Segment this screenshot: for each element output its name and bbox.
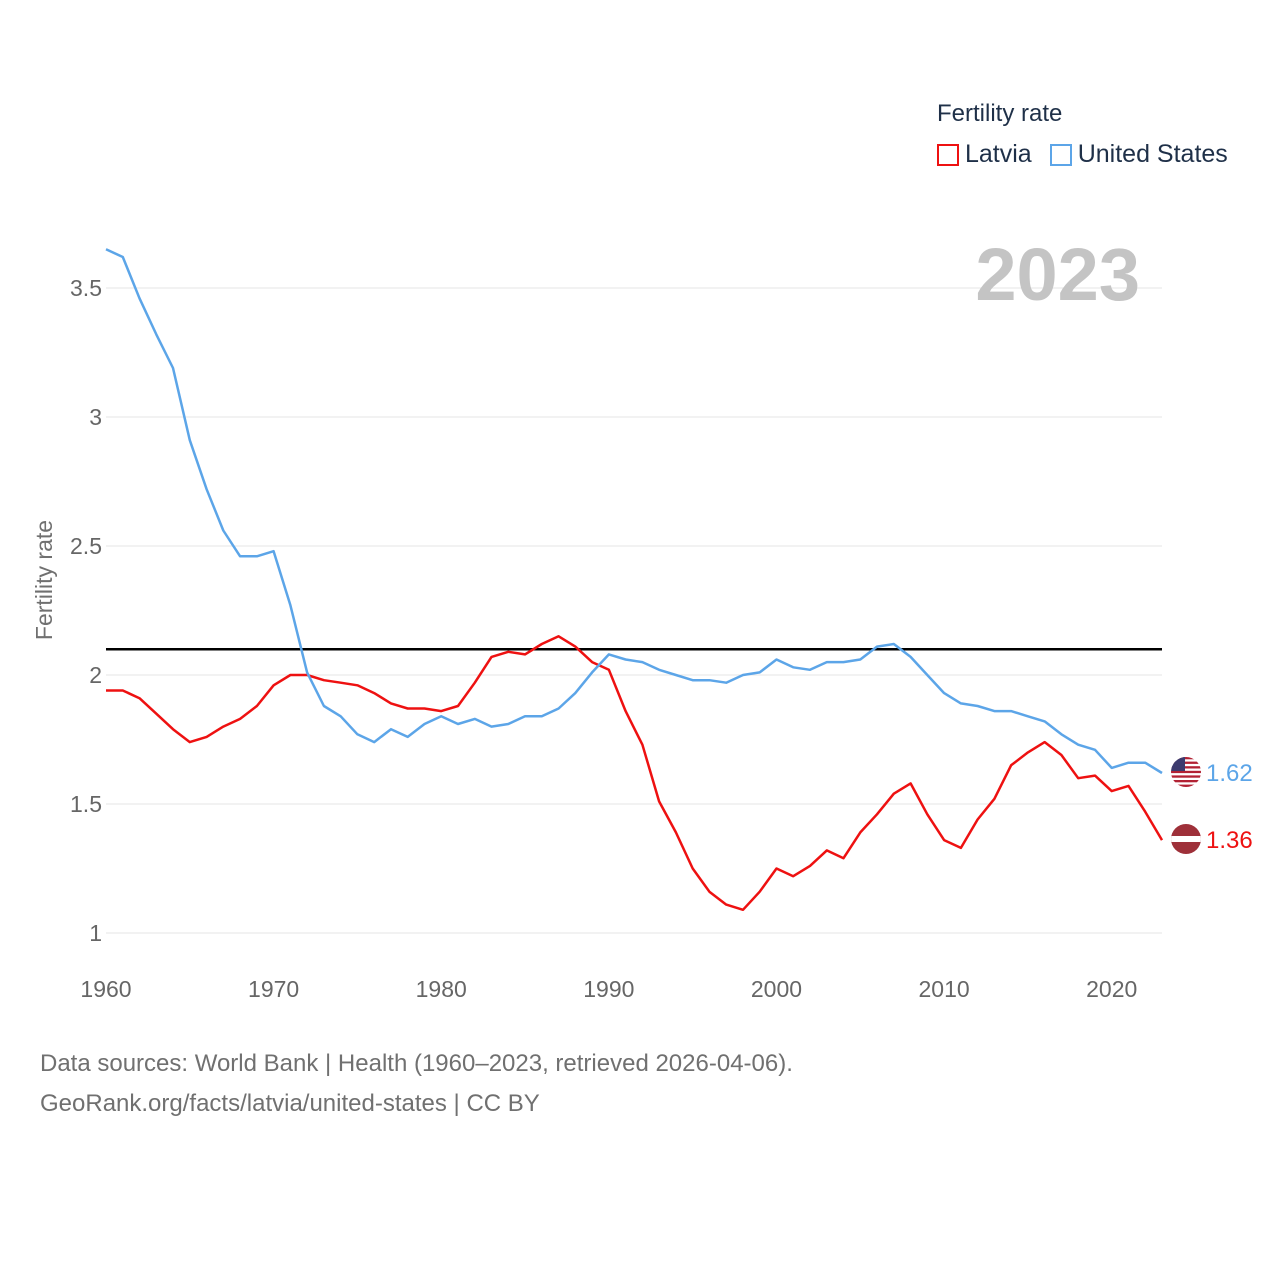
x-tick-label: 1970 [248, 976, 299, 1002]
y-tick-label: 2 [89, 662, 102, 688]
y-tick-label: 3 [89, 404, 102, 430]
x-axis-ticks: 1960 1970 1980 1990 2000 2010 2020 [80, 976, 1137, 1002]
y-tick-label: 2.5 [70, 533, 102, 559]
x-tick-label: 1980 [416, 976, 467, 1002]
y-tick-label: 1 [89, 920, 102, 946]
year-label: 2023 [975, 233, 1140, 316]
series-lines: 1.36 1.62 [105, 248, 1253, 912]
y-axis-ticks: 1 1.5 2 2.5 3 3.5 [70, 275, 102, 946]
y-tick-label: 3.5 [70, 275, 102, 301]
attribution-link[interactable]: GeoRank.org/facts/latvia/united-states |… [40, 1090, 540, 1117]
legend: Fertility rate Latvia United States [937, 100, 1246, 169]
y-tick-label: 1.5 [70, 791, 102, 817]
series-line-latvia [106, 635, 1164, 912]
legend-label-united-states: United States [1077, 140, 1228, 168]
x-tick-label: 1990 [583, 976, 634, 1002]
data-sources-text: Data sources: World Bank | Health (1960–… [40, 1050, 793, 1077]
series-line-united-states [105, 248, 1163, 775]
legend-item-united-states[interactable]: United States [1049, 140, 1228, 169]
footer: Data sources: World Bank | Health (1960–… [40, 1044, 793, 1124]
legend-title: Fertility rate [937, 100, 1063, 127]
x-tick-label: 2020 [1086, 976, 1137, 1002]
gridlines [106, 287, 1162, 934]
x-tick-label: 1960 [80, 976, 131, 1002]
legend-item-latvia[interactable]: Latvia [937, 140, 1032, 169]
latvia-flag-icon [1171, 824, 1201, 854]
x-tick-label: 2010 [919, 976, 970, 1002]
end-value-label-latvia: 1.36 [1206, 827, 1253, 854]
legend-swatch-united-states [1049, 143, 1072, 166]
x-tick-label: 2000 [751, 976, 802, 1002]
us-flag-icon [1171, 757, 1201, 787]
end-value-label-united-states: 1.62 [1206, 760, 1253, 787]
y-axis-label: Fertility rate [31, 520, 57, 640]
legend-label-latvia: Latvia [965, 140, 1032, 168]
legend-swatch-latvia [937, 143, 959, 166]
